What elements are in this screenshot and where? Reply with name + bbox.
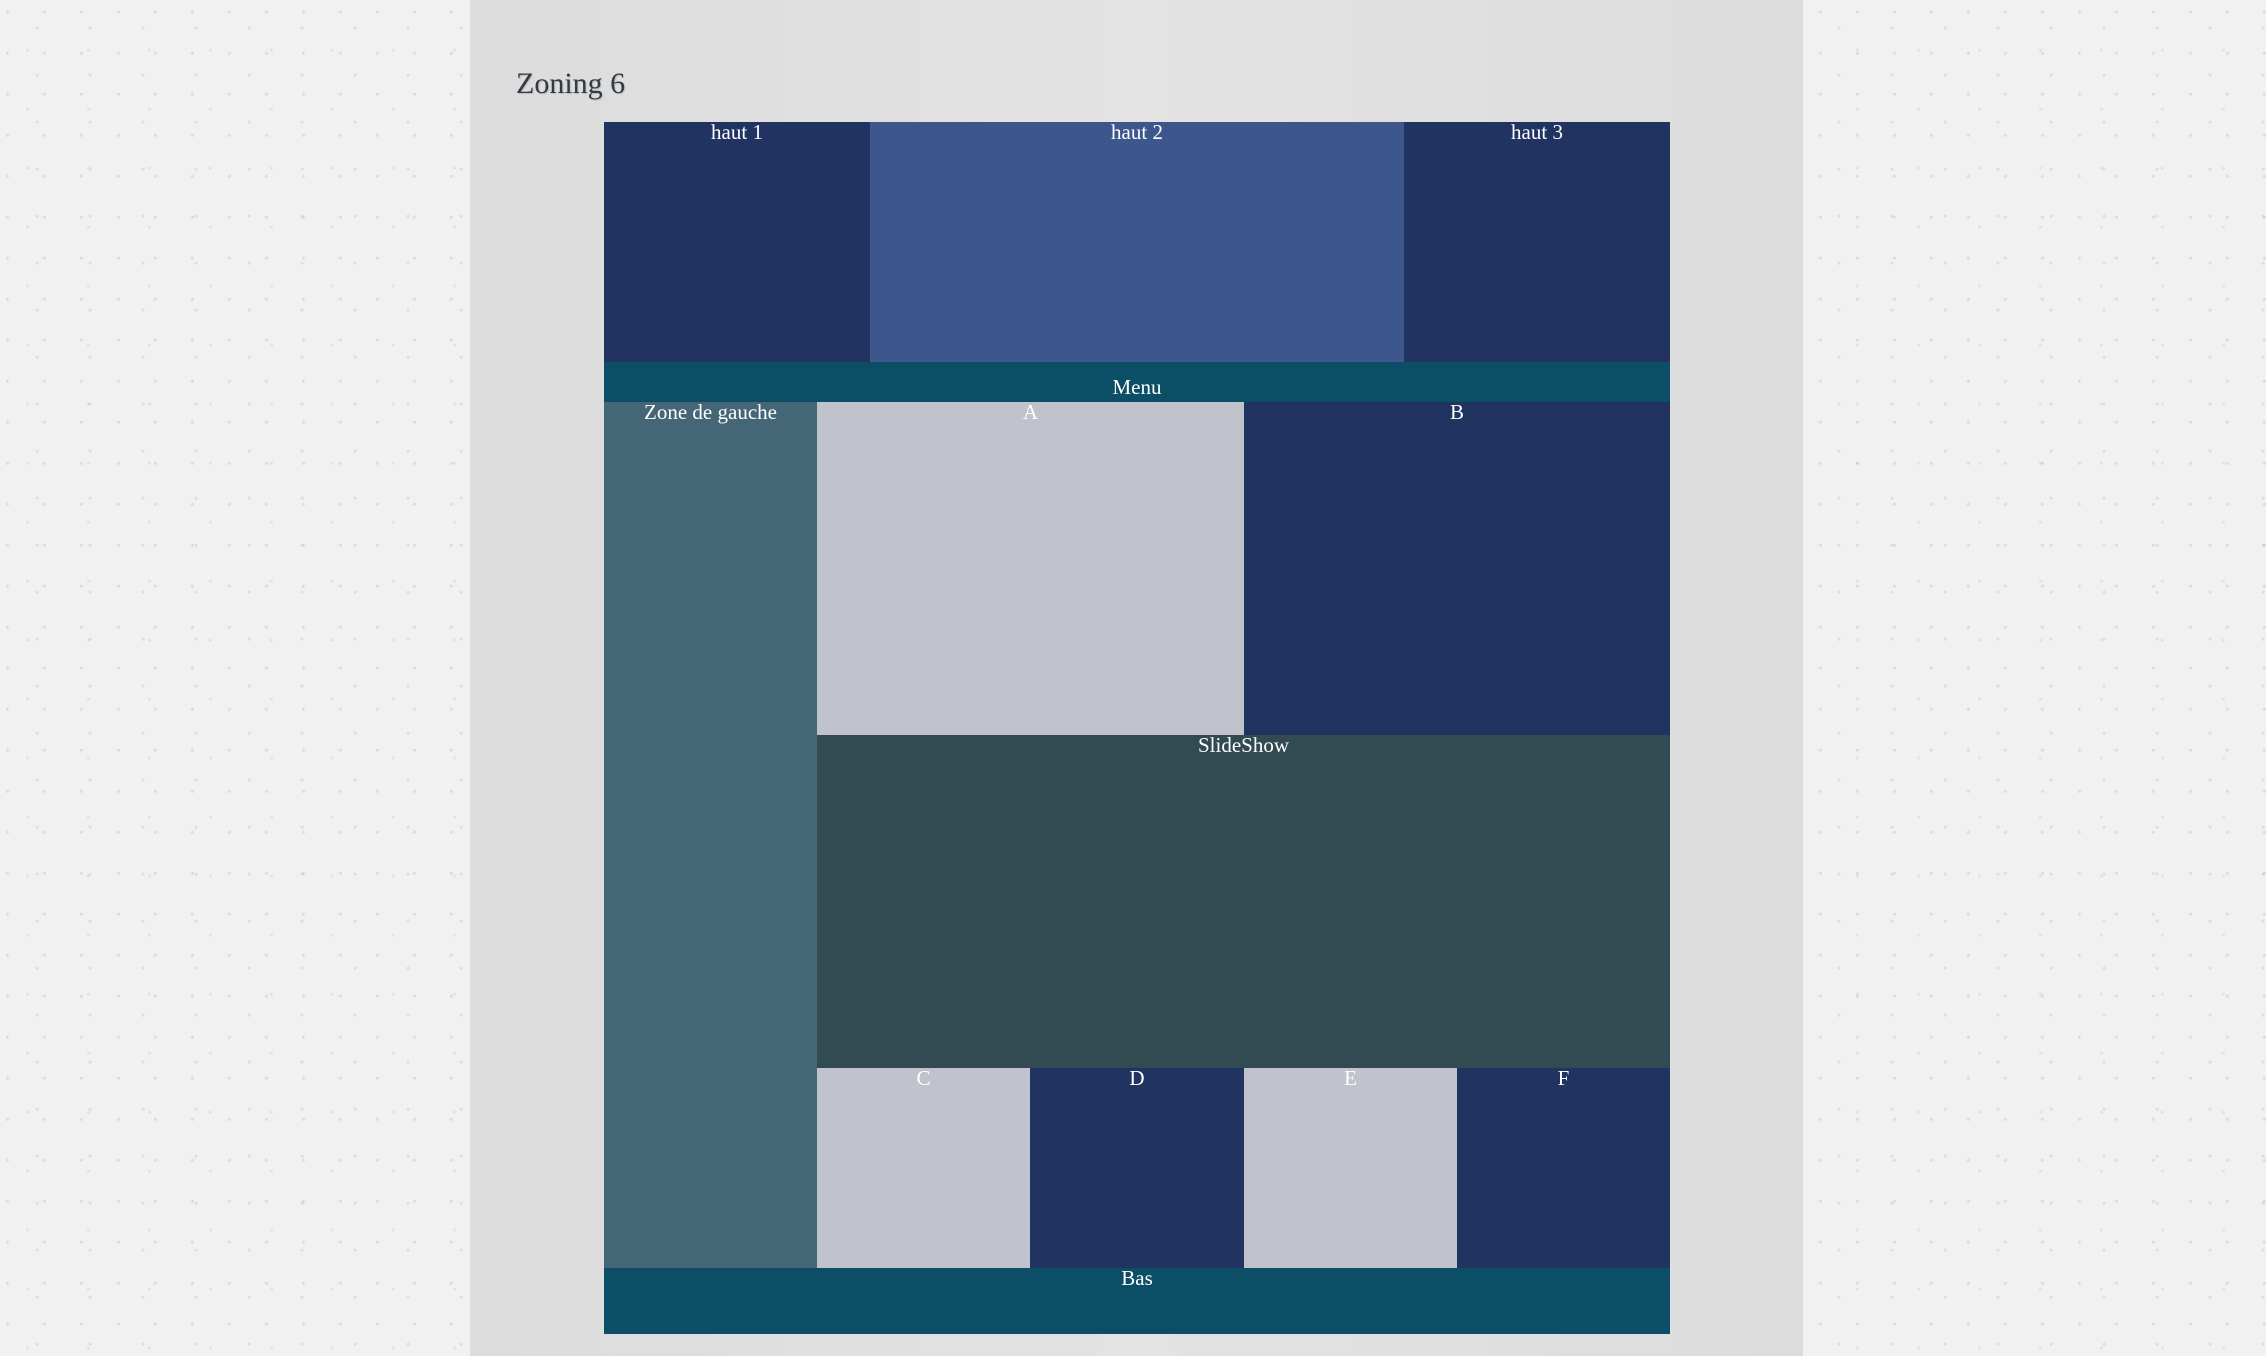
zone-haut-3: haut 3 [1404, 122, 1670, 362]
zone-e-label: E [1344, 1066, 1357, 1090]
zone-d: D [1030, 1068, 1244, 1268]
zoning-layout: haut 1 haut 2 haut 3 Menu Zone de gauche… [604, 122, 1670, 1334]
zone-gauche: Zone de gauche [604, 402, 817, 1268]
zone-f: F [1457, 1068, 1670, 1268]
zone-gauche-label: Zone de gauche [644, 400, 777, 424]
zone-b: B [1244, 402, 1670, 735]
zone-a-label: A [1022, 400, 1039, 424]
zone-slideshow: SlideShow [817, 735, 1670, 1068]
zone-haut-1: haut 1 [604, 122, 870, 362]
zone-bas-label: Bas [1121, 1266, 1153, 1290]
zone-haut-2: haut 2 [870, 122, 1404, 362]
zone-c: C [817, 1068, 1030, 1268]
page-title: Zoning 6 [516, 67, 626, 100]
zone-menu: Menu [604, 362, 1670, 402]
zone-e: E [1244, 1068, 1457, 1268]
zone-f-label: F [1557, 1066, 1570, 1090]
page-container: Zoning 6 haut 1 haut 2 haut 3 Menu Zone … [470, 0, 1803, 1356]
zone-slideshow-label: SlideShow [1197, 733, 1289, 757]
zone-c-label: C [916, 1066, 931, 1090]
zone-bas: Bas [604, 1268, 1670, 1334]
zone-menu-label: Menu [1112, 375, 1162, 399]
zone-d-label: D [1129, 1066, 1145, 1090]
zone-haut-2-label: haut 2 [1111, 120, 1163, 144]
zone-a: A [817, 402, 1244, 735]
zone-b-label: B [1449, 400, 1464, 424]
zone-haut-1-label: haut 1 [711, 120, 763, 144]
zone-haut-3-label: haut 3 [1511, 120, 1563, 144]
